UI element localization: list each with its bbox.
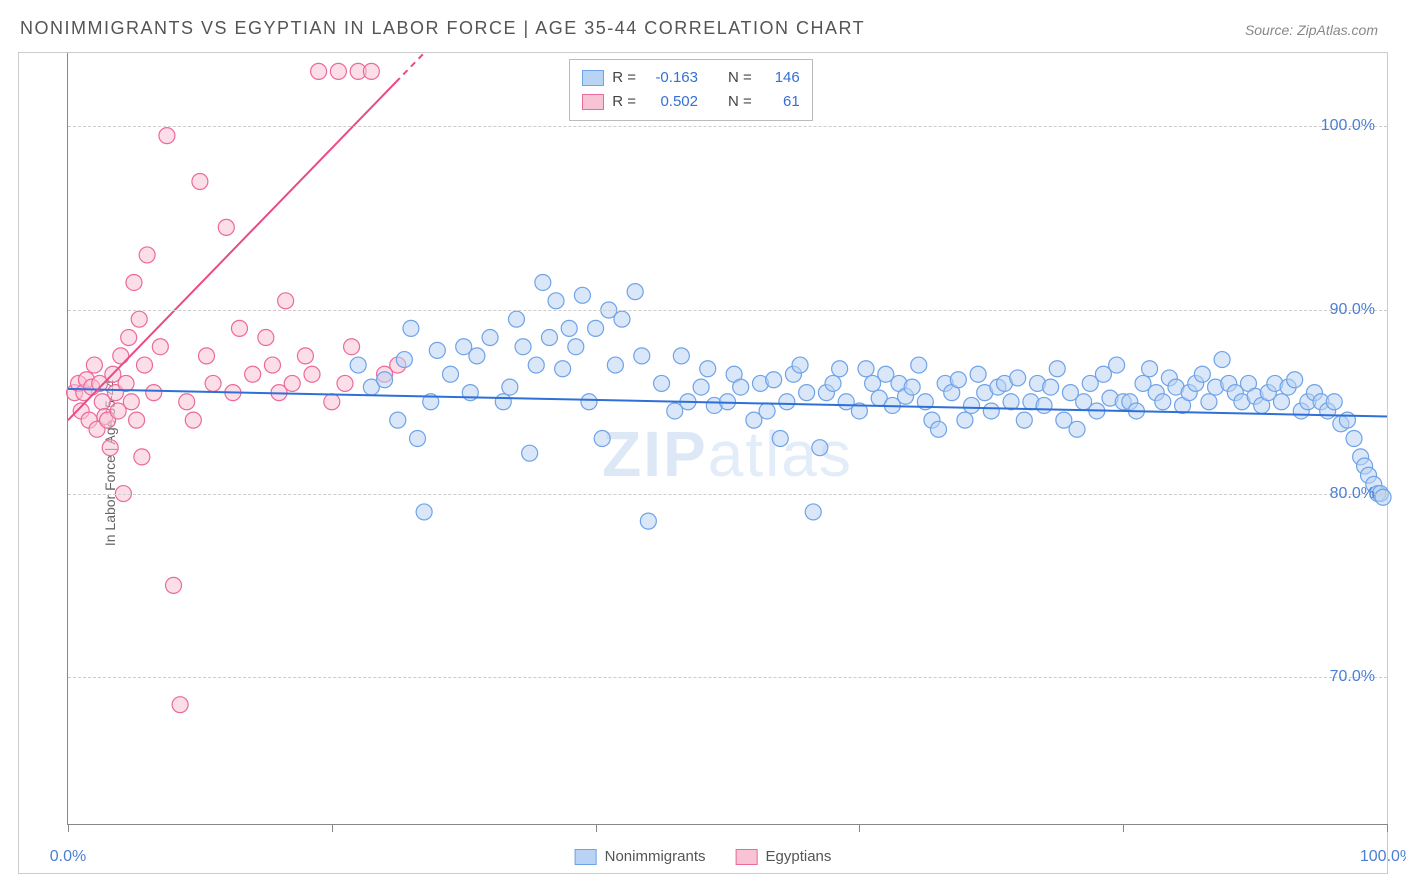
swatch <box>582 70 604 86</box>
r-value: 0.502 <box>644 90 698 114</box>
y-tick-label: 90.0% <box>1330 301 1375 319</box>
x-tick <box>68 824 69 832</box>
x-tick-label: 0.0% <box>50 848 86 866</box>
r-value: -0.163 <box>644 66 698 90</box>
x-tick <box>1123 824 1124 832</box>
r-label: R = <box>612 66 636 90</box>
swatch <box>736 849 758 865</box>
x-tick <box>1387 824 1388 832</box>
gridline <box>68 494 1387 495</box>
n-value: 61 <box>760 90 800 114</box>
plot-svg <box>68 53 1387 824</box>
y-tick-label: 100.0% <box>1321 117 1375 135</box>
x-tick <box>859 824 860 832</box>
chart-container: In Labor Force | Age 35-44 ZIPatlas R =-… <box>18 52 1388 874</box>
gridline <box>68 677 1387 678</box>
n-label: N = <box>728 90 752 114</box>
n-label: N = <box>728 66 752 90</box>
stats-row: R = -0.163 N = 146 <box>582 66 800 90</box>
legend-item: Nonimmigrants <box>575 848 706 865</box>
x-tick-label: 100.0% <box>1360 848 1406 866</box>
gridline <box>68 126 1387 127</box>
x-tick <box>596 824 597 832</box>
swatch <box>582 94 604 110</box>
n-value: 146 <box>760 66 800 90</box>
source-label: Source: ZipAtlas.com <box>1245 22 1378 38</box>
gridline <box>68 310 1387 311</box>
chart-title: NONIMMIGRANTS VS EGYPTIAN IN LABOR FORCE… <box>20 18 865 39</box>
y-tick-label: 80.0% <box>1330 485 1375 503</box>
legend-label: Nonimmigrants <box>605 848 706 865</box>
swatch <box>575 849 597 865</box>
legend-label: Egyptians <box>766 848 832 865</box>
stats-legend: R = -0.163 N = 146 R = 0.502 N = 61 <box>569 59 813 121</box>
bottom-legend: Nonimmigrants Egyptians <box>575 848 832 865</box>
legend-item: Egyptians <box>736 848 832 865</box>
y-tick-label: 70.0% <box>1330 668 1375 686</box>
r-label: R = <box>612 90 636 114</box>
stats-row: R = 0.502 N = 61 <box>582 90 800 114</box>
plot-area: ZIPatlas R =-0.163N =146R =0.502N = 61 7… <box>67 53 1387 825</box>
x-tick <box>332 824 333 832</box>
